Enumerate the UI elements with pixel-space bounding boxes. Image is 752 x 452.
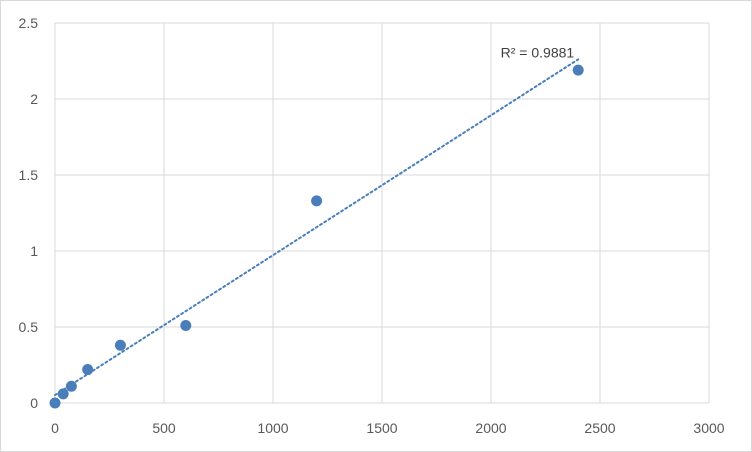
x-tick-label: 0 <box>51 420 59 436</box>
trendline <box>54 58 580 397</box>
y-tick-label: 1.5 <box>19 167 39 183</box>
data-points <box>49 64 584 409</box>
data-point <box>572 64 584 76</box>
data-point <box>57 388 69 400</box>
data-point <box>82 364 94 376</box>
data-point <box>65 380 77 392</box>
y-tick-label: 2.5 <box>19 15 39 31</box>
trendline-layer <box>54 58 580 397</box>
data-point <box>311 195 323 207</box>
r-squared-label: R² = 0.9881 <box>501 44 575 60</box>
data-point <box>49 397 61 409</box>
y-tick-label: 1 <box>30 243 38 259</box>
x-tick-label: 2500 <box>584 420 615 436</box>
x-tick-label: 2000 <box>475 420 506 436</box>
x-tick-label: 1000 <box>257 420 288 436</box>
x-tick-label: 500 <box>152 420 176 436</box>
y-tick-label: 0.5 <box>19 319 39 335</box>
gridlines <box>54 22 710 404</box>
y-tick-label: 0 <box>30 395 38 411</box>
data-point <box>114 339 126 351</box>
x-tick-label: 1500 <box>366 420 397 436</box>
axis-tick-labels: 0 500 1000 1500 2000 2500 3000 0 0.5 1 1.5 2 2.5 <box>19 15 725 436</box>
x-tick-label: 3000 <box>693 420 724 436</box>
y-tick-label: 2 <box>30 91 38 107</box>
data-point <box>180 319 192 331</box>
